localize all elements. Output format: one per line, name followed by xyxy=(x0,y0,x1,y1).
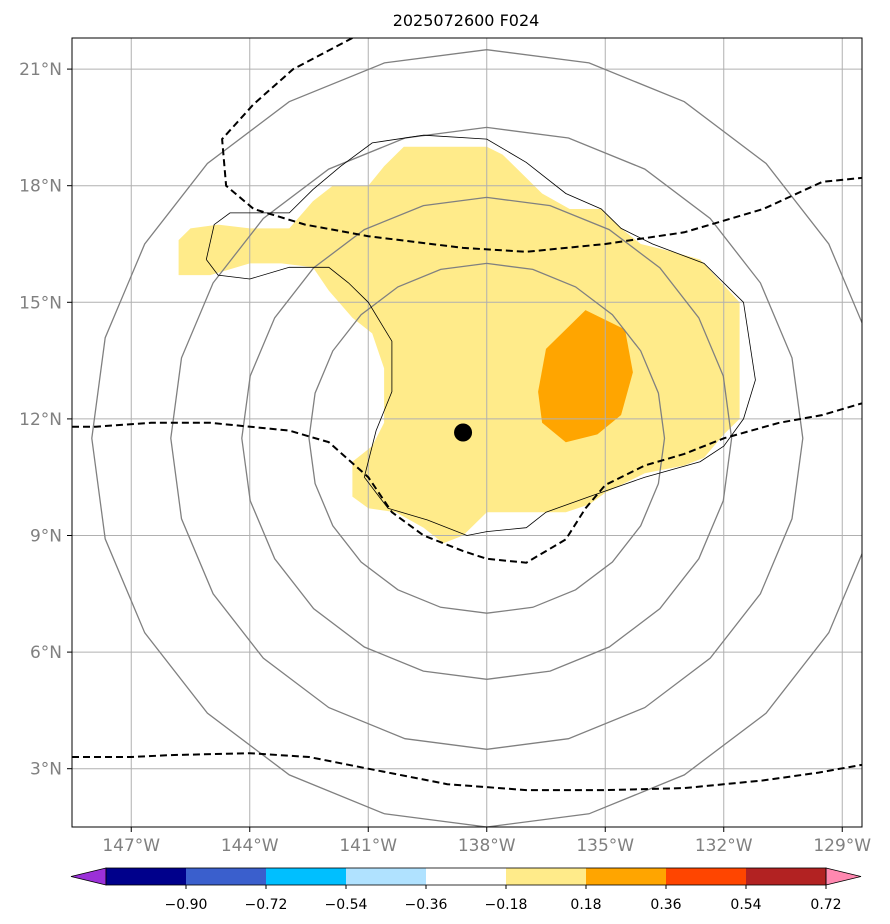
colorbar-frame xyxy=(105,867,827,886)
colorbar-segment xyxy=(426,868,506,885)
colorbar-tick-label: 0.54 xyxy=(730,897,761,913)
lon-tick-label: 147°W xyxy=(102,836,160,856)
colorbar-segment xyxy=(106,868,186,885)
colorbar-segment xyxy=(666,868,746,885)
colorbar-tick-label: −0.72 xyxy=(245,897,288,913)
lat-tick-label: 6°N xyxy=(30,643,62,663)
colorbar-segment xyxy=(586,868,666,885)
lon-tick-label: 135°W xyxy=(576,836,634,856)
range-ring xyxy=(241,196,733,680)
lat-tick-label: 18°N xyxy=(19,177,62,197)
fill-0-36-to-0-54 xyxy=(538,310,633,443)
colorbar-segment xyxy=(746,868,826,885)
lat-tick-label: 21°N xyxy=(19,60,62,80)
lon-tick-label: 138°W xyxy=(458,836,516,856)
range-ring xyxy=(308,262,666,614)
range-rings xyxy=(91,49,862,827)
range-ring xyxy=(91,49,862,827)
colorbar-tick-label: −0.90 xyxy=(165,897,208,913)
colorbar-tick-label: 0.18 xyxy=(570,897,601,913)
colorbar-segment xyxy=(506,868,586,885)
map-title: 2025072600 F024 xyxy=(393,11,540,30)
lon-tick-label: 129°W xyxy=(813,836,871,856)
colorbar-tick-label: −0.18 xyxy=(485,897,528,913)
colorbar-extend-low xyxy=(70,867,107,886)
lat-tick-label: 15°N xyxy=(19,293,62,313)
plot-frame xyxy=(71,37,863,828)
lon-tick-label: 141°W xyxy=(339,836,397,856)
fill-0-18-to-0-36 xyxy=(178,146,740,544)
lat-tick-label: 9°N xyxy=(30,526,62,546)
colorbar-extend-high xyxy=(825,867,862,886)
thin-contour xyxy=(205,134,756,536)
dashed-contour xyxy=(72,402,862,564)
colorbar-tick-label: 0.72 xyxy=(810,897,841,913)
lat-tick-label: 12°N xyxy=(19,410,62,430)
colorbar-tick-label: −0.36 xyxy=(405,897,448,913)
center-marker xyxy=(454,423,473,442)
colorbar-tick-label: −0.54 xyxy=(325,897,368,913)
lon-tick-label: 144°W xyxy=(221,836,279,856)
dashed-contour xyxy=(72,752,862,792)
colorbar: −0.90 −0.72 −0.54 −0.36 −0.18 0.18 0.36 0.54 0.7… xyxy=(70,867,862,913)
axis-ticks: 147°W 144°W 141°W 138°W 135°W 132°W 129°W 3°N 6°… xyxy=(19,60,871,856)
colorbar-tick-label: 0.36 xyxy=(650,897,681,913)
colorbar-segment xyxy=(346,868,426,885)
range-ring xyxy=(170,126,804,750)
storm-center-dot xyxy=(454,423,473,442)
dashed-contour xyxy=(221,38,862,253)
lat-tick-label: 3°N xyxy=(30,760,62,780)
colorbar-segment xyxy=(186,868,266,885)
lon-tick-label: 132°W xyxy=(695,836,753,856)
colorbar-segment xyxy=(266,868,346,885)
contour-lines xyxy=(72,38,862,792)
field-fills xyxy=(178,146,740,544)
